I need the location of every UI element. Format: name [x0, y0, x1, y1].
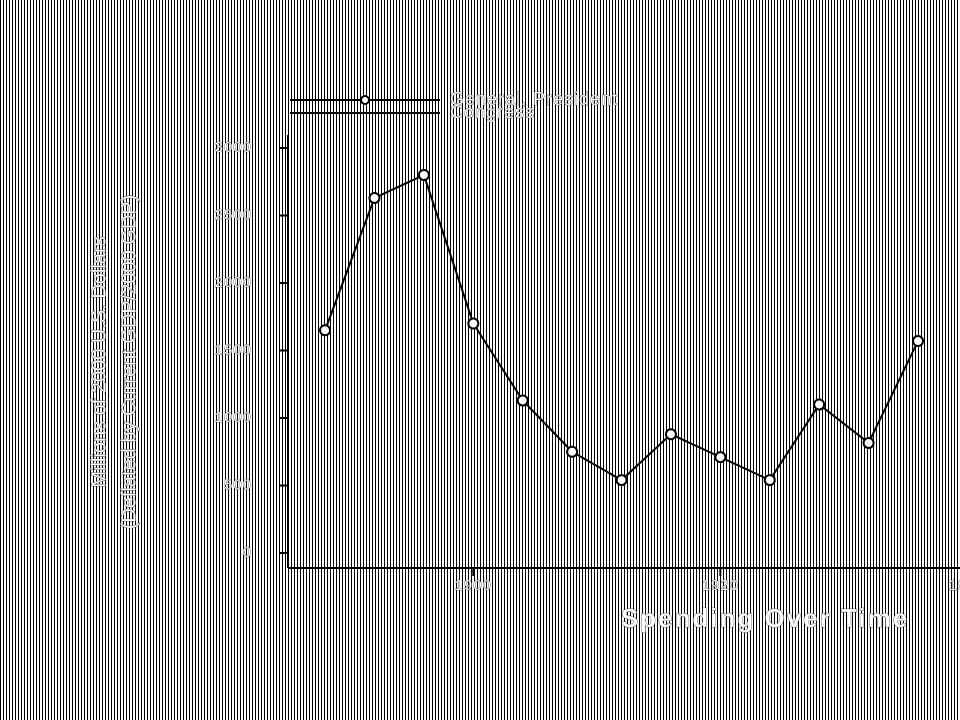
y-tick-label: 1000 [215, 409, 252, 426]
y-tick-label: 0 [243, 544, 252, 561]
data-point [714, 451, 727, 464]
x-tick-label: 1920 [702, 577, 739, 594]
y-tick-label: 2000 [215, 274, 252, 291]
y-axis-label-line: Millions of 2000 U.S. Dollars [88, 236, 110, 487]
y-tick-label: 2500 [215, 206, 252, 223]
chart-title: Spending Over Time [621, 603, 909, 633]
data-point [319, 324, 332, 337]
y-tick-label: 500 [224, 476, 252, 493]
x-tick-label: 1940 [949, 577, 960, 594]
data-point [813, 398, 826, 411]
data-point [417, 169, 430, 181]
data-point [912, 335, 924, 348]
y-axis-label: Millions of 2000 U.S. Dollars (Deflated … [88, 194, 141, 530]
data-point [615, 474, 628, 487]
data-point [566, 445, 579, 458]
data-point [516, 394, 529, 407]
legend-label: General, President [450, 89, 618, 109]
data-point [368, 191, 381, 204]
y-tick-label: 1500 [215, 341, 252, 358]
data-point [467, 317, 480, 330]
y-tick-label: 3000 [215, 139, 252, 156]
y-axis-label-line: (Deflated by Current GDP/2000 GDP) [118, 195, 140, 530]
data-point [664, 428, 677, 441]
legend-label: Congress [450, 102, 535, 122]
series-line [324, 173, 919, 482]
data-point [763, 474, 776, 487]
x-tick-label: 1900 [455, 577, 492, 594]
legend-marker [360, 95, 370, 105]
data-point [862, 436, 875, 449]
